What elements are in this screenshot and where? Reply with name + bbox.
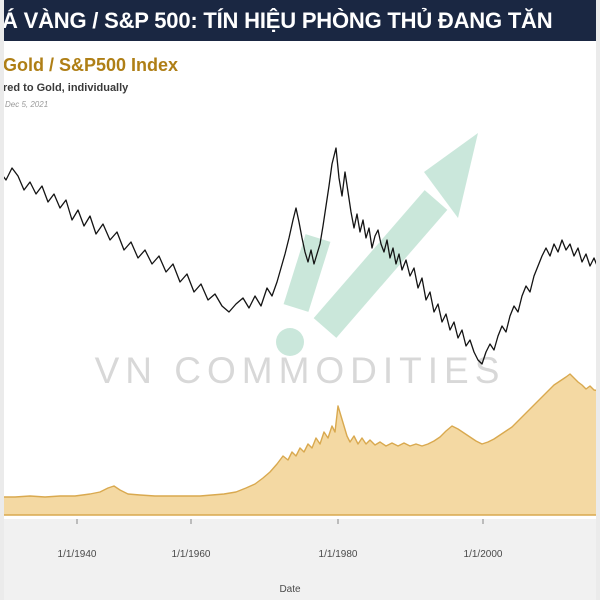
right-edge-gutter bbox=[596, 0, 600, 600]
gold-area-series bbox=[0, 373, 600, 516]
x-tick-label: 1/1/2000 bbox=[463, 549, 503, 560]
headline-banner: Á VÀNG / S&P 500: TÍN HIỆU PHÒNG THỦ ĐAN… bbox=[0, 0, 600, 41]
watermark-text: VN COMMODITIES bbox=[94, 350, 506, 391]
chart-date-note: Dec 5, 2021 bbox=[5, 100, 49, 109]
left-edge-gutter bbox=[0, 0, 4, 600]
ratio-line-series bbox=[0, 147, 600, 365]
x-tick-label: 1/1/1940 bbox=[57, 549, 97, 560]
x-tick-label: 1/1/1980 bbox=[318, 549, 358, 560]
x-axis-title: Date bbox=[279, 584, 301, 595]
trend-arrow-icon bbox=[276, 133, 478, 356]
chart-title: Gold / S&P500 Index bbox=[3, 55, 179, 75]
x-axis-ticks bbox=[76, 519, 484, 524]
x-tick-label: 1/1/1960 bbox=[171, 549, 211, 560]
chart-subtitle: red to Gold, individually bbox=[3, 82, 129, 94]
axis-background-strip bbox=[0, 519, 600, 600]
